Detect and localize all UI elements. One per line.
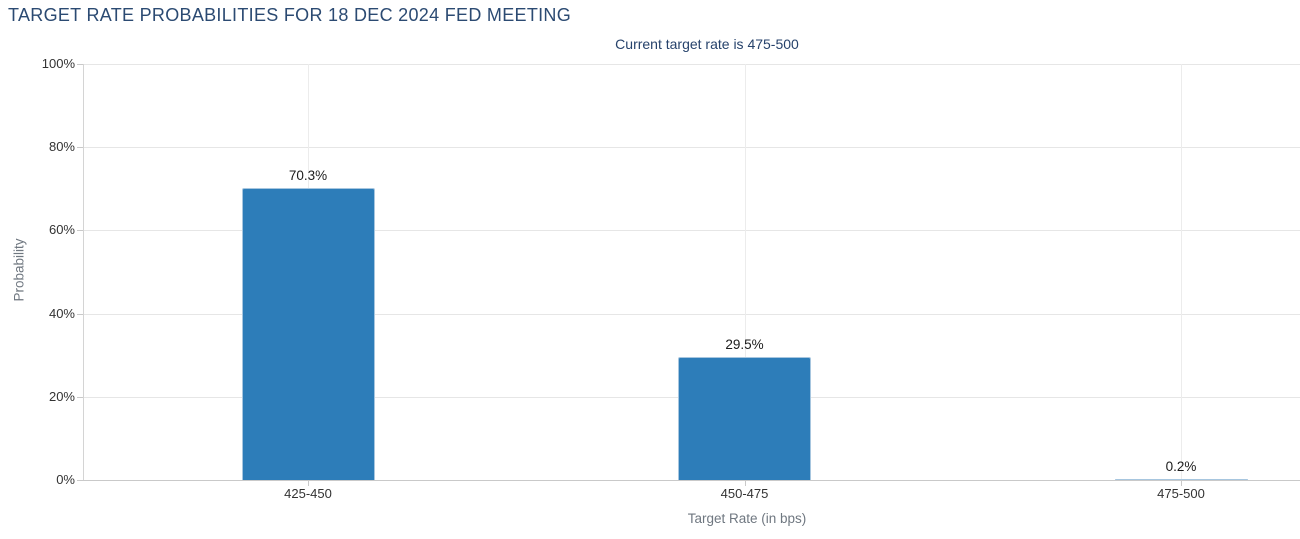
- bar-value-label: 29.5%: [725, 337, 764, 353]
- y-tick-label: 100%: [41, 56, 75, 71]
- y-tick-label: 80%: [48, 139, 75, 155]
- y-tick-label: 20%: [48, 388, 75, 404]
- chart-subtitle: Current target rate is 475-500: [615, 36, 799, 52]
- x-category-label: 425-450: [284, 486, 332, 501]
- y-gridline: [83, 64, 1300, 65]
- x-tick: [308, 480, 309, 486]
- y-axis-line: [83, 64, 84, 480]
- y-tick: [77, 230, 83, 232]
- x-category-label: 475-500: [1157, 486, 1205, 501]
- y-tick: [77, 313, 83, 315]
- x-category-label: 450-475: [720, 486, 769, 501]
- y-tick: [77, 396, 83, 398]
- x-tick: [744, 480, 746, 486]
- x-gridline: [1181, 64, 1182, 480]
- y-tick-label: 40%: [48, 305, 75, 321]
- x-axis-title: Target Rate (in bps): [687, 511, 807, 526]
- bar-value-label: 70.3%: [288, 167, 328, 183]
- y-gridline: [83, 313, 1300, 315]
- bar-value-label: 0.2%: [1165, 458, 1197, 474]
- y-axis-title: Probability: [11, 238, 27, 302]
- x-axis-line: [83, 480, 1300, 481]
- y-tick: [77, 64, 83, 65]
- bar[interactable]: [678, 357, 811, 480]
- y-gridline: [83, 230, 1300, 232]
- chart-title: TARGET RATE PROBABILITIES FOR 18 DEC 202…: [8, 5, 572, 25]
- bar[interactable]: [241, 187, 375, 480]
- x-gridline: [744, 64, 746, 480]
- y-tick-label: 60%: [48, 222, 75, 238]
- x-tick: [1181, 480, 1182, 486]
- bar[interactable]: [1114, 478, 1248, 480]
- y-tick-label: 0%: [56, 472, 75, 487]
- y-tick: [77, 147, 83, 149]
- y-gridline: [83, 147, 1300, 149]
- y-tick: [77, 480, 83, 481]
